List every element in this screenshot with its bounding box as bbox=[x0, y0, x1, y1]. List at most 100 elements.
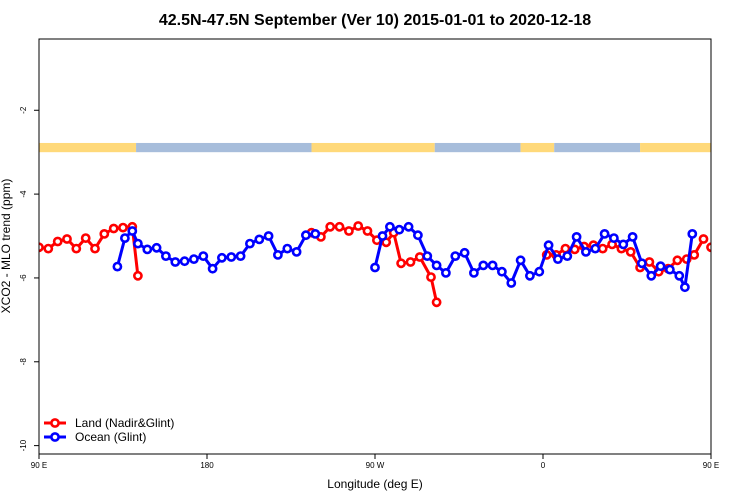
band-segment-land bbox=[39, 142, 137, 153]
data-point bbox=[543, 240, 554, 251]
y-axis-label: XCO2 - MLO trend (ppm) bbox=[0, 179, 13, 314]
series-line bbox=[710, 247, 711, 249]
data-point bbox=[525, 270, 535, 281]
y-tick-label: -8 bbox=[19, 358, 28, 366]
data-point bbox=[674, 270, 685, 281]
data-point bbox=[422, 251, 433, 261]
x-axis: 90 E 180 90 W 0 90 E bbox=[31, 454, 719, 470]
legend-item-land: Land (Nadir&Glint) bbox=[44, 416, 174, 430]
data-point bbox=[599, 228, 610, 239]
band-segment-ocean bbox=[434, 142, 521, 153]
data-point bbox=[553, 254, 563, 264]
data-point bbox=[665, 264, 675, 275]
data-point bbox=[689, 249, 700, 260]
data-point bbox=[487, 260, 498, 271]
data-point bbox=[160, 251, 171, 261]
data-point bbox=[300, 230, 311, 241]
band-segment-land bbox=[520, 142, 555, 153]
data-point bbox=[99, 228, 110, 239]
data-point bbox=[496, 266, 507, 277]
data-point bbox=[515, 255, 526, 266]
data-point bbox=[609, 233, 619, 243]
data-point bbox=[478, 260, 489, 271]
data-point bbox=[534, 266, 545, 277]
data-point bbox=[207, 263, 218, 274]
legend-marker bbox=[50, 432, 60, 442]
data-point bbox=[726, 238, 733, 245]
data-point bbox=[112, 261, 123, 272]
data-point bbox=[310, 228, 321, 239]
data-point bbox=[120, 233, 130, 243]
data-point bbox=[745, 245, 750, 252]
data-point bbox=[450, 251, 461, 261]
data-point bbox=[459, 247, 470, 258]
data-point bbox=[637, 258, 647, 269]
data-point bbox=[394, 224, 405, 235]
data-point bbox=[90, 243, 100, 254]
data-point bbox=[571, 231, 582, 242]
chart-title: 42.5N-47.5N September (Ver 10) 2015-01-0… bbox=[159, 12, 591, 29]
data-point bbox=[431, 297, 442, 308]
x-tick-label: 0 bbox=[541, 461, 546, 470]
x-tick-label: 90 E bbox=[31, 461, 47, 470]
data-point bbox=[590, 243, 601, 254]
data-point bbox=[43, 243, 54, 254]
data-point bbox=[142, 244, 153, 255]
y-tick-label: -6 bbox=[19, 274, 28, 282]
data-point bbox=[384, 221, 395, 232]
data-point bbox=[108, 223, 119, 234]
data-point bbox=[263, 231, 274, 241]
legend-item-ocean: Ocean (Glint) bbox=[44, 430, 146, 444]
x-tick-label: 180 bbox=[200, 461, 214, 470]
data-point bbox=[151, 242, 162, 253]
band-segment-land bbox=[640, 142, 711, 153]
data-point bbox=[687, 228, 698, 239]
x-tick-label: 90 E bbox=[703, 461, 719, 470]
data-point bbox=[412, 230, 423, 241]
data-point bbox=[71, 243, 82, 254]
data-point bbox=[506, 278, 517, 288]
series-layer bbox=[39, 221, 750, 308]
legend-label: Land (Nadir&Glint) bbox=[75, 416, 174, 430]
data-point bbox=[562, 251, 573, 261]
data-point bbox=[618, 239, 629, 250]
data-point bbox=[625, 246, 636, 257]
legend-marker bbox=[50, 418, 60, 428]
data-point bbox=[627, 231, 638, 242]
data-point bbox=[235, 251, 246, 261]
data-point bbox=[414, 252, 425, 262]
data-point bbox=[282, 243, 293, 254]
data-point bbox=[62, 234, 72, 244]
data-point bbox=[127, 226, 138, 236]
data-point bbox=[560, 243, 571, 254]
data-point bbox=[272, 249, 283, 260]
data-point bbox=[706, 242, 711, 253]
legend-label: Ocean (Glint) bbox=[75, 430, 146, 444]
data-point bbox=[254, 234, 265, 245]
data-point bbox=[198, 251, 209, 261]
data-point bbox=[680, 282, 690, 293]
data-point bbox=[370, 262, 380, 273]
data-point bbox=[646, 270, 657, 281]
data-point bbox=[431, 260, 442, 271]
band-segment-land bbox=[311, 142, 435, 153]
y-tick-label: -2 bbox=[19, 106, 28, 114]
data-point bbox=[468, 267, 479, 278]
y-tick-label: -10 bbox=[19, 439, 28, 451]
data-point bbox=[717, 245, 724, 252]
data-point bbox=[80, 233, 91, 243]
data-point bbox=[343, 226, 354, 236]
data-point bbox=[118, 222, 128, 233]
legend: Land (Nadir&Glint)Ocean (Glint) bbox=[44, 416, 174, 444]
data-point bbox=[334, 221, 345, 232]
data-point bbox=[325, 221, 336, 232]
data-point bbox=[132, 238, 143, 249]
data-point bbox=[698, 234, 709, 244]
data-point bbox=[405, 257, 416, 267]
data-point bbox=[581, 246, 591, 257]
x-axis-label: Longitude (deg E) bbox=[327, 477, 422, 491]
data-point bbox=[396, 258, 406, 269]
data-point bbox=[188, 254, 199, 264]
data-point bbox=[244, 238, 255, 249]
